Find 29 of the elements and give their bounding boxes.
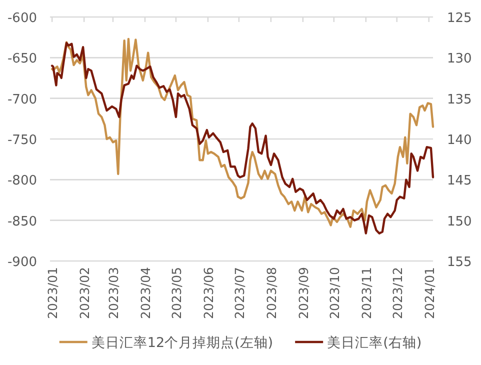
x-tick-label: 2024/01 [422,267,437,319]
y2-tick-label: 140 [447,133,472,148]
x-tick-label: 2023/04 [138,266,153,319]
y-tick-label: -700 [7,92,37,108]
y2-tick-label: 130 [447,52,472,67]
x-tick-label: 2023/05 [168,267,184,319]
y-tick-label: -900 [7,255,37,270]
y2-tick-label: 150 [447,214,472,230]
y-tick-label: -650 [7,52,37,67]
legend-label: 美日汇率(右轴) [327,335,422,351]
y-tick-label: -850 [7,214,37,230]
y2-tick-label: 155 [447,255,472,270]
x-tick-label: 2023/10 [326,266,342,319]
x-tick-label: 2023/08 [264,266,279,319]
x-tick-label: 2023/06 [200,266,216,319]
y2-tick-label: 145 [447,174,472,189]
x-tick-label: 2023/11 [358,267,374,319]
x-tick-label: 2023/09 [296,266,311,319]
y2-tick-label: 125 [447,11,472,26]
x-tick-label: 2023/01 [45,267,60,319]
x-tick-label: 2023/07 [232,267,247,319]
x-tick-label: 2023/03 [106,267,121,319]
x-tick-label: 2023/02 [77,267,92,319]
x-tick-label: 2023/12 [390,267,405,319]
legend-label: 美日汇率12个月掉期点(左轴) [91,335,274,351]
y2-tick-label: 135 [447,92,472,108]
y-tick-label: -750 [7,133,37,148]
y-tick-label: -600 [7,11,37,26]
y-tick-label: -800 [7,174,37,189]
